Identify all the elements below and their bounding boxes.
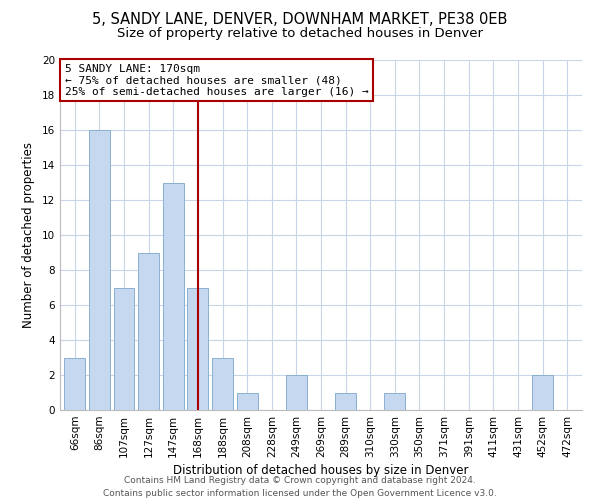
Bar	[385, 392, 406, 410]
Y-axis label: Number of detached properties: Number of detached properties	[22, 142, 35, 328]
Bar	[286, 375, 307, 410]
Bar	[113, 288, 134, 410]
Bar	[138, 252, 159, 410]
Bar	[187, 288, 208, 410]
Text: Size of property relative to detached houses in Denver: Size of property relative to detached ho…	[117, 28, 483, 40]
Bar	[163, 182, 184, 410]
Bar	[89, 130, 110, 410]
X-axis label: Distribution of detached houses by size in Denver: Distribution of detached houses by size …	[173, 464, 469, 477]
Text: 5, SANDY LANE, DENVER, DOWNHAM MARKET, PE38 0EB: 5, SANDY LANE, DENVER, DOWNHAM MARKET, P…	[92, 12, 508, 28]
Bar	[532, 375, 553, 410]
Bar	[236, 392, 257, 410]
Bar	[335, 392, 356, 410]
Bar	[212, 358, 233, 410]
Bar	[64, 358, 85, 410]
Text: 5 SANDY LANE: 170sqm
← 75% of detached houses are smaller (48)
25% of semi-detac: 5 SANDY LANE: 170sqm ← 75% of detached h…	[65, 64, 368, 96]
Text: Contains HM Land Registry data © Crown copyright and database right 2024.
Contai: Contains HM Land Registry data © Crown c…	[103, 476, 497, 498]
